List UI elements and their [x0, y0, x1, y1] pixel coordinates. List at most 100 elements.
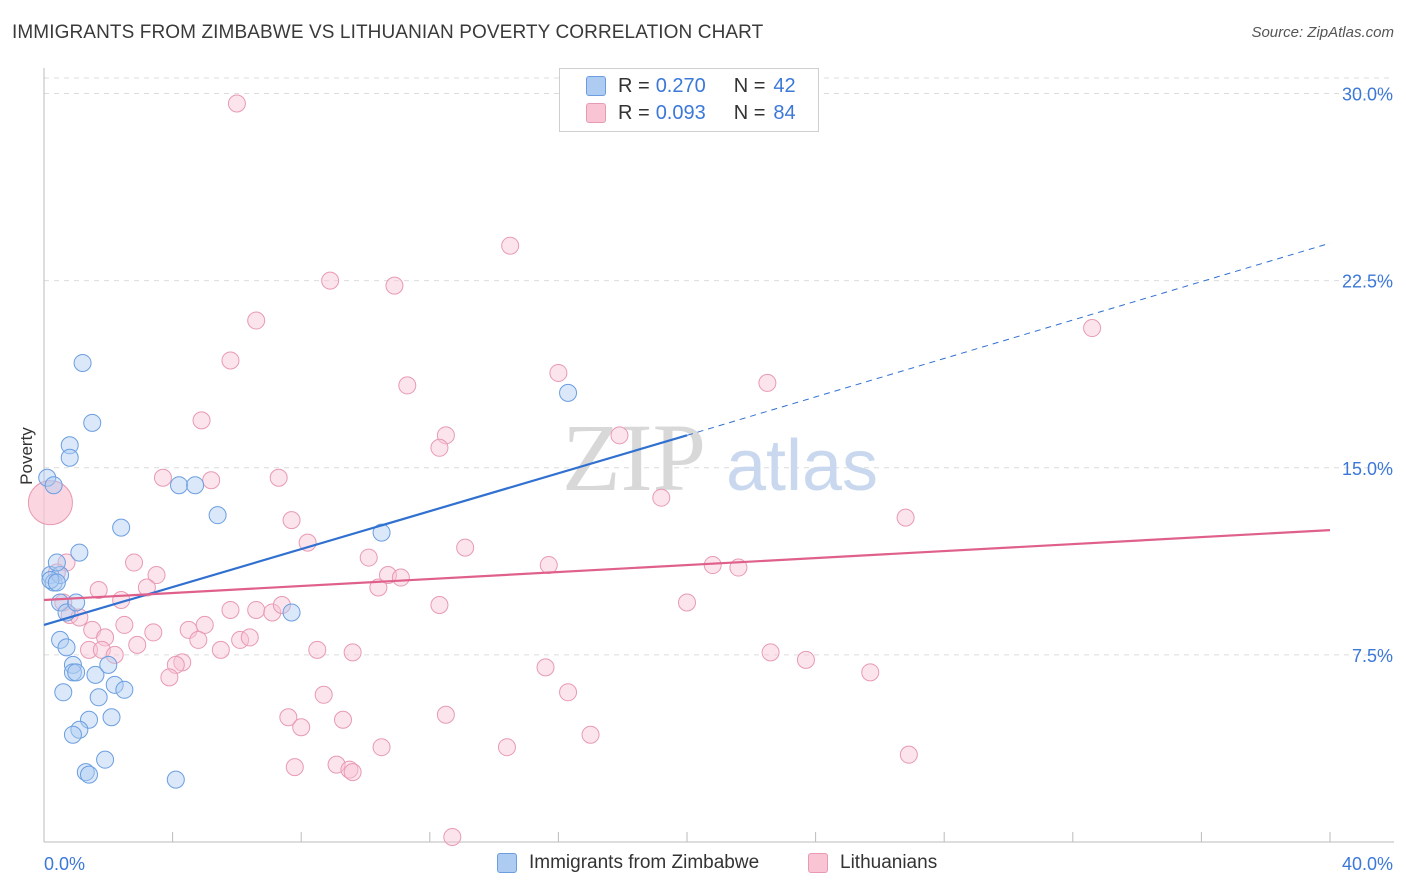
point-zimbabwe — [38, 468, 57, 487]
r-value: 0.270 — [655, 74, 706, 97]
point-lithuanians — [430, 595, 449, 614]
watermark: ZIP atlas — [562, 404, 878, 511]
point-lithuanians — [247, 311, 266, 330]
point-lithuanians — [896, 508, 915, 527]
point-lithuanians — [536, 658, 555, 677]
point-lithuanians — [391, 568, 410, 587]
point-zimbabwe — [170, 476, 189, 495]
point-zimbabwe — [47, 553, 66, 572]
point-lithuanians — [292, 718, 311, 737]
n-label: N = — [733, 74, 766, 97]
y-tick-label: 30.0% — [1342, 85, 1393, 105]
chart-title: IMMIGRANTS FROM ZIMBABWE VS LITHUANIAN P… — [12, 22, 764, 43]
point-lithuanians — [27, 480, 73, 526]
legend-swatch-blue — [586, 76, 606, 96]
point-lithuanians — [269, 468, 288, 487]
point-lithuanians — [430, 438, 449, 457]
point-lithuanians — [497, 738, 516, 757]
point-lithuanians — [549, 363, 568, 382]
point-lithuanians — [443, 828, 462, 847]
series-immigrants-from-zimbabwe — [38, 353, 578, 789]
point-lithuanians — [436, 705, 455, 724]
point-zimbabwe — [57, 638, 76, 657]
point-lithuanians — [279, 708, 298, 727]
point-lithuanians — [153, 468, 172, 487]
point-lithuanians — [372, 738, 391, 757]
point-zimbabwe — [372, 523, 391, 542]
point-zimbabwe — [102, 708, 121, 727]
x-tick-label: 0.0% — [44, 854, 85, 874]
legend-label: Lithuanians — [840, 852, 938, 873]
point-zimbabwe — [63, 725, 82, 744]
point-lithuanians — [861, 663, 880, 682]
point-lithuanians — [227, 94, 246, 113]
point-lithuanians — [125, 553, 144, 572]
point-zimbabwe — [73, 353, 92, 372]
legend-row-lithuanians: R = 0.093 N = 84 — [586, 100, 796, 126]
point-zimbabwe — [559, 383, 578, 402]
correlation-legend: R = 0.270 N = 42 R = 0.093 N = 84 — [559, 68, 819, 132]
point-zimbabwe — [51, 630, 70, 649]
point-lithuanians — [758, 373, 777, 392]
n-value: 84 — [773, 101, 796, 124]
point-lithuanians — [539, 556, 558, 575]
point-zimbabwe — [67, 593, 86, 612]
point-zimbabwe — [282, 603, 301, 622]
axes — [43, 68, 1394, 843]
point-lithuanians — [899, 745, 918, 764]
point-zimbabwe — [76, 763, 95, 782]
point-lithuanians — [211, 640, 230, 659]
point-lithuanians — [343, 643, 362, 662]
point-lithuanians — [282, 511, 301, 530]
point-lithuanians — [137, 578, 156, 597]
point-lithuanians — [147, 566, 166, 585]
point-lithuanians — [678, 593, 696, 612]
point-zimbabwe — [80, 710, 99, 729]
point-lithuanians — [398, 376, 417, 395]
legend-swatch-pink — [586, 103, 606, 123]
point-lithuanians — [321, 271, 340, 290]
point-lithuanians — [179, 620, 198, 639]
point-zimbabwe — [89, 688, 108, 707]
point-zimbabwe — [47, 573, 66, 592]
point-zimbabwe — [44, 476, 63, 495]
y-tick-label: 22.5% — [1342, 272, 1393, 292]
legend-row-zimbabwe: R = 0.270 N = 42 — [586, 73, 796, 99]
point-zimbabwe — [54, 683, 73, 702]
point-lithuanians — [221, 351, 240, 370]
series-legend: Immigrants from Zimbabwe Lithuanians — [0, 850, 1406, 878]
point-lithuanians — [456, 538, 475, 557]
point-zimbabwe — [99, 655, 118, 674]
trend-line-zimbabwe — [43, 434, 688, 626]
point-lithuanians — [195, 615, 214, 634]
source-credit: Source: ZipAtlas.com — [1251, 24, 1394, 41]
point-zimbabwe — [105, 675, 124, 694]
trend-line-lithuanians — [43, 529, 1331, 602]
point-zimbabwe — [112, 518, 131, 537]
point-zimbabwe — [115, 680, 134, 699]
point-zimbabwe — [186, 476, 205, 495]
legend-item-lithuanians: Lithuanians — [808, 852, 937, 874]
point-zimbabwe — [86, 665, 105, 684]
point-zimbabwe — [166, 770, 185, 789]
point-lithuanians — [160, 668, 179, 687]
point-lithuanians — [89, 581, 108, 600]
legend-swatch-blue — [497, 853, 517, 873]
r-value: 0.093 — [655, 101, 706, 124]
tick-labels: 7.5% 15.0% 22.5% 30.0% 0.0% 40.0% — [44, 85, 1393, 874]
point-lithuanians — [202, 471, 221, 490]
point-lithuanians — [343, 763, 362, 782]
x-tick-label: 40.0% — [1342, 854, 1393, 874]
point-zimbabwe — [80, 765, 99, 784]
point-zimbabwe — [60, 436, 79, 455]
legend-item-zimbabwe: Immigrants from Zimbabwe — [497, 852, 759, 874]
point-lithuanians — [359, 548, 378, 567]
point-lithuanians — [263, 603, 282, 622]
point-lithuanians — [115, 615, 134, 634]
point-lithuanians — [308, 640, 327, 659]
legend-label: Immigrants from Zimbabwe — [529, 852, 760, 873]
point-zimbabwe — [60, 448, 79, 467]
trend-extension-zimbabwe — [686, 242, 1331, 436]
point-lithuanians — [105, 645, 124, 664]
